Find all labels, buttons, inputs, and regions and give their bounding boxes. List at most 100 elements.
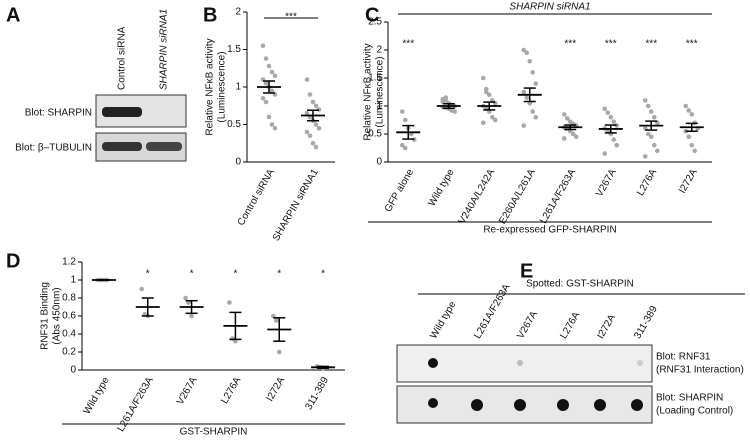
data-point (561, 136, 567, 141)
data-point (573, 134, 579, 140)
data-point (570, 131, 576, 137)
data-point (183, 295, 188, 301)
data-point (654, 148, 660, 154)
data-point (651, 142, 657, 148)
x-tick-label: I272A (677, 167, 700, 195)
significance: *** (402, 39, 414, 50)
footer: GST-SHARPIN (180, 427, 248, 438)
data-point (227, 300, 232, 305)
y-tick-label: 1 (376, 101, 382, 112)
significance: * (190, 269, 194, 280)
blot-columns: Wild type L261A/F263A V267A L276A I272A 311-3… (428, 282, 660, 341)
data-point (521, 123, 527, 128)
data-point (611, 119, 617, 124)
blot-dot (514, 399, 526, 411)
data-point (307, 92, 313, 97)
x-tick-label: 311-389 (303, 375, 331, 412)
data-point (269, 69, 275, 75)
x-tick-label: V267A (594, 167, 619, 199)
data-point (692, 148, 698, 154)
data-point (440, 99, 446, 104)
blot-dot (594, 399, 606, 411)
data-point (266, 63, 272, 69)
data-point (304, 129, 310, 135)
data-point (530, 109, 536, 114)
y-tick-label: 0.5 (227, 119, 241, 130)
blot-column-label: V267A (515, 309, 540, 341)
data-point (561, 112, 567, 117)
data-point (272, 125, 278, 131)
data-point (602, 151, 608, 156)
x-tick-label: Wild type (427, 167, 457, 208)
data-point (611, 137, 617, 142)
data-point (313, 103, 319, 109)
data-point (521, 47, 527, 53)
y-tick-label: 0.4 (62, 329, 76, 340)
y-tick-label: 1 (235, 82, 241, 93)
blot-column-label: Wild type (428, 299, 458, 340)
data-point (642, 98, 648, 103)
significance: *** (605, 39, 617, 50)
y-axis-label: (Abs 450nm) (52, 287, 63, 344)
blot-dot (631, 399, 643, 411)
data-point (686, 108, 692, 113)
data-point (307, 133, 313, 139)
blot-row-label: Blot: SHARPIN (656, 393, 723, 404)
data-point (139, 286, 145, 292)
x-tick-label: Control siRNA (236, 167, 277, 228)
data-point (486, 92, 492, 98)
data-point (189, 313, 194, 319)
data-point (269, 122, 275, 127)
blot-row-label: (RNF31 Interaction) (656, 365, 744, 376)
data-point (683, 103, 689, 109)
data-point (263, 56, 269, 61)
data-point (602, 106, 608, 112)
blot-row-label: Blot: RNF31 (656, 352, 711, 363)
data-point (524, 95, 530, 100)
x-tick-label: SHARPIN siRNA1 (271, 167, 321, 243)
data-point (483, 89, 489, 95)
data-point (272, 73, 278, 79)
header: SHARPIN siRNA1 (509, 2, 590, 13)
x-tick-label: GFP alone (383, 167, 417, 214)
data-point (273, 318, 279, 323)
data-point (645, 103, 651, 109)
data-point (276, 349, 282, 355)
x-tick-label: L276A (219, 375, 243, 406)
blot-dot (517, 360, 523, 366)
x-tick-label: I272A (265, 375, 288, 403)
data-point (313, 122, 319, 127)
x-tick-label: L261A/F263A (538, 167, 578, 226)
y-tick-label: 1.5 (227, 44, 241, 55)
data-point (608, 114, 614, 120)
data-point (310, 99, 316, 105)
y-tick-label: 0 (376, 157, 382, 168)
data-point (304, 77, 310, 82)
data-point (402, 145, 408, 151)
data-point (489, 114, 495, 120)
data-point (402, 117, 408, 123)
data-point (689, 142, 695, 148)
data-point (310, 140, 316, 146)
blot-row-label: Blot: SHARPIN (25, 108, 92, 119)
data-point (642, 154, 648, 159)
data-point (564, 116, 570, 121)
blot-strip (396, 344, 653, 383)
y-axis-label: (Luminescence) (375, 56, 386, 127)
data-point (263, 99, 269, 105)
data-point (313, 144, 319, 150)
data-point (689, 112, 695, 117)
panel-label: D (6, 250, 20, 272)
y-axis-label: Relative NFκB activity (363, 43, 374, 140)
y-tick-label: 0 (70, 365, 76, 376)
blot-dot (428, 358, 438, 368)
y-tick-label: 0 (235, 157, 241, 168)
data-point (480, 75, 486, 81)
blot-dot (637, 360, 643, 366)
significance: *** (564, 39, 576, 50)
data-point (651, 114, 657, 120)
data-point (452, 109, 458, 114)
significance: *** (645, 39, 657, 50)
y-tick-label: 1.5 (368, 73, 382, 84)
